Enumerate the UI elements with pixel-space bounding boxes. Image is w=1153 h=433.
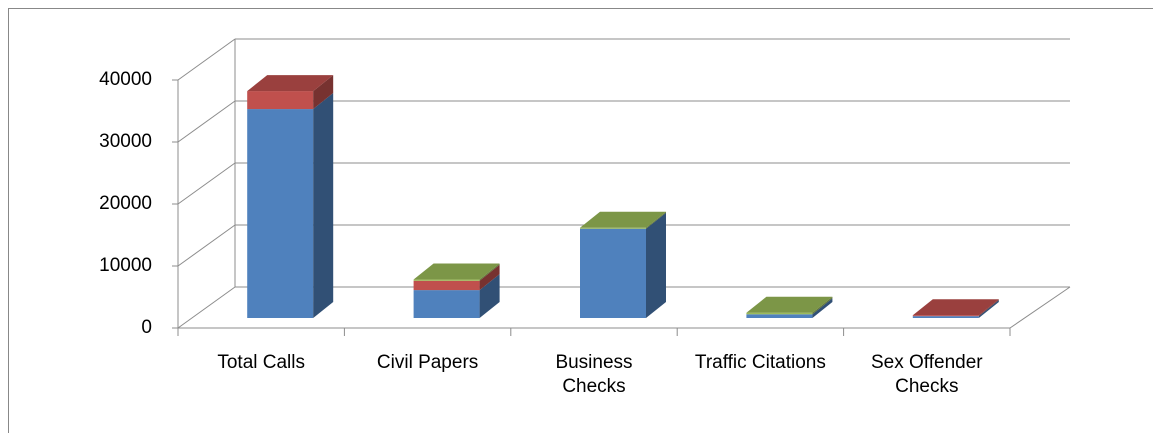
bar-front: [912, 315, 979, 317]
bar-side: [479, 263, 500, 281]
floor-side: [1009, 286, 1071, 329]
grid-line: [177, 162, 236, 205]
bar-top: [413, 263, 500, 280]
bar-front: [580, 227, 646, 229]
bar-side: [479, 274, 500, 318]
bar-front: [413, 290, 480, 318]
x-tick-label: Business Checks: [555, 352, 633, 397]
bar-front: [580, 228, 646, 318]
chart-border: [8, 8, 1153, 433]
y-tick-label: 0: [141, 317, 152, 338]
bar-side: [479, 264, 500, 291]
grid-line: [177, 286, 236, 329]
x-tick-label: Total Calls: [217, 352, 306, 373]
bar-side: [812, 298, 833, 318]
bar-front: [247, 91, 314, 110]
grid-line: [177, 224, 236, 267]
bar-side: [646, 211, 666, 229]
bar-front: [247, 109, 314, 318]
bar-top: [580, 211, 666, 228]
bar-front: [912, 316, 979, 318]
x-tick-label: Civil Papers: [376, 352, 479, 373]
bar-top: [746, 296, 833, 313]
y-tick-label: 20000: [99, 193, 152, 214]
y-tick-label: 40000: [99, 69, 152, 90]
bar-top: [247, 75, 334, 92]
bar-top: [912, 299, 999, 316]
y-tick-label: 10000: [99, 255, 152, 276]
y-tick-label: 30000: [99, 131, 152, 152]
grid-line: [177, 38, 236, 81]
bar-side: [313, 75, 334, 110]
bar-front: [413, 280, 480, 291]
bar-side: [978, 299, 999, 317]
x-tick-label: Traffic Citations: [694, 352, 826, 373]
bar-side: [978, 300, 999, 318]
bar-front: [746, 312, 813, 315]
bar-side: [313, 93, 334, 318]
x-tick-label: Sex Offender Checks: [870, 352, 983, 397]
bar-front: [746, 314, 813, 318]
bar-side: [646, 212, 666, 318]
bar-front: [413, 279, 480, 281]
bar-side: [812, 296, 833, 315]
grid-line: [177, 100, 236, 143]
